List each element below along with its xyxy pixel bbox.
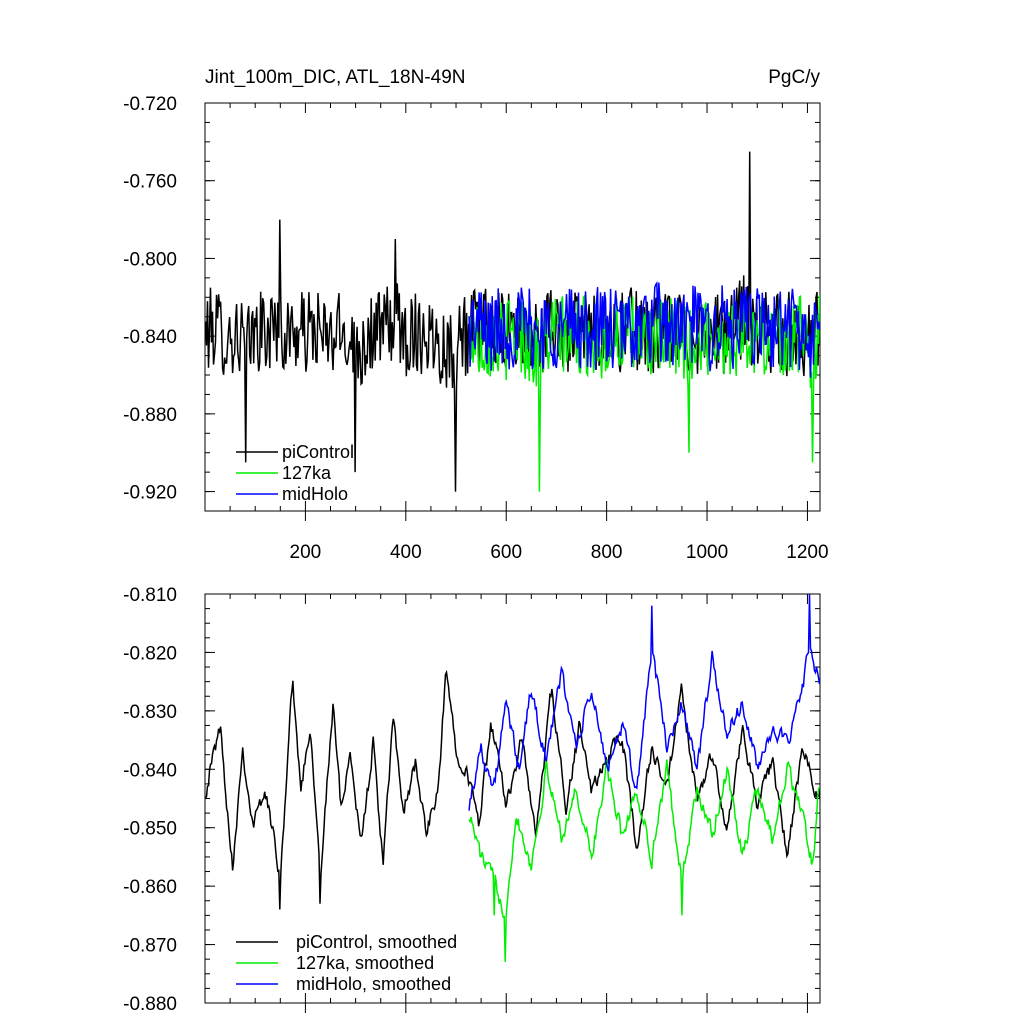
series-line-midholo bbox=[469, 594, 819, 811]
legend-label: 127ka, smoothed bbox=[296, 953, 434, 973]
legend-label: piControl, smoothed bbox=[296, 932, 457, 952]
y-tick-label: -0.840 bbox=[123, 327, 177, 348]
legend-label: piControl bbox=[282, 442, 354, 462]
chart-title: Jint_100m_DIC, ATL_18N-49N bbox=[205, 67, 466, 88]
units-label: PgC/y bbox=[768, 67, 820, 88]
y-tick-label: -0.850 bbox=[123, 819, 177, 840]
y-tick-label: -0.810 bbox=[123, 585, 177, 606]
legend-label: midHolo, smoothed bbox=[296, 974, 451, 994]
y-tick-label: -0.820 bbox=[123, 643, 177, 664]
bottom-panel: -0.810 -0.820 -0.830 -0.840 -0.850 -0.860 -0.8… bbox=[123, 585, 820, 1015]
series-line-picontrol bbox=[206, 672, 821, 909]
y-tick-label: -0.830 bbox=[123, 702, 177, 723]
legend-label: 127ka bbox=[282, 463, 332, 483]
y-tick-label: -0.760 bbox=[123, 172, 177, 193]
y-tick-label: -0.800 bbox=[123, 249, 177, 270]
y-tick-label: -0.920 bbox=[123, 483, 177, 504]
series-line-127ka bbox=[469, 759, 819, 962]
x-tick-label: 400 bbox=[390, 542, 422, 563]
x-tick-label: 200 bbox=[290, 542, 322, 563]
top-panel: -0.720 -0.760 -0.800 -0.840 -0.880 -0.920 200 4… bbox=[123, 94, 828, 563]
x-tick-label: 800 bbox=[591, 542, 623, 563]
y-tick-label: -0.840 bbox=[123, 760, 177, 781]
y-tick-label: -0.870 bbox=[123, 936, 177, 957]
y-tick-label: -0.880 bbox=[123, 994, 177, 1015]
y-tick-label: -0.880 bbox=[123, 405, 177, 426]
y-tick-label: -0.860 bbox=[123, 877, 177, 898]
x-tick-label: 1000 bbox=[686, 542, 728, 563]
x-tick-label: 1200 bbox=[786, 542, 828, 563]
y-tick-label: -0.720 bbox=[123, 94, 177, 115]
legend-label: midHolo bbox=[282, 484, 348, 504]
x-tick-label: 600 bbox=[490, 542, 522, 563]
